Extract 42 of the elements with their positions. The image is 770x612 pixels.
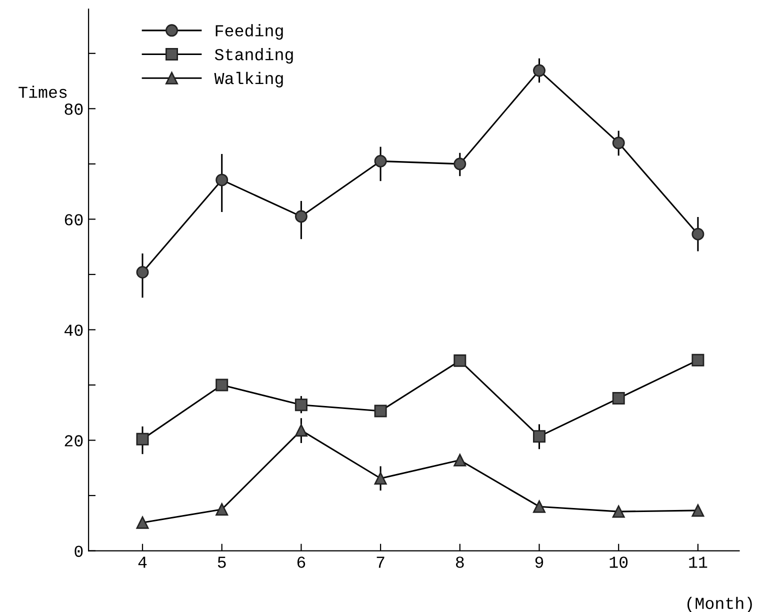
x-tick-label: 7	[376, 556, 384, 568]
point	[454, 454, 466, 466]
point	[216, 174, 228, 186]
legend-label: Feeding	[216, 24, 283, 40]
point	[692, 504, 704, 517]
point	[532, 500, 546, 513]
point	[612, 392, 625, 405]
x-tick-label: 4	[138, 556, 147, 568]
point	[374, 472, 387, 485]
y-tick-label: 60	[64, 214, 83, 226]
legend-label: Standing	[214, 48, 293, 64]
point	[612, 505, 625, 518]
point	[532, 430, 546, 443]
point	[136, 516, 149, 529]
x-axis-title: (Month)	[687, 596, 752, 612]
point	[294, 424, 308, 437]
point	[692, 354, 704, 366]
x-tick-label: 10	[610, 556, 628, 568]
x-tick-label: 11	[689, 556, 708, 568]
x-tick-label: 9	[535, 556, 544, 568]
y-tick-label: 40	[64, 324, 83, 336]
point	[454, 354, 466, 367]
point	[294, 398, 308, 412]
x-tick-label: 6	[297, 556, 306, 568]
point	[216, 503, 228, 516]
point	[692, 228, 704, 240]
x-tick-label: 8	[456, 556, 464, 568]
point	[136, 266, 149, 279]
point	[294, 210, 308, 223]
x-tick-label: 5	[218, 556, 226, 568]
point	[532, 64, 546, 77]
point	[612, 136, 625, 150]
point	[374, 154, 387, 168]
point	[136, 432, 149, 446]
legend-label: Walking	[214, 72, 283, 88]
y-tick-label: 80	[64, 104, 83, 115]
point	[374, 404, 387, 418]
y-axis-title: Times	[18, 86, 67, 98]
y-tick-label: 0	[74, 546, 83, 558]
y-tick-label: 20	[64, 435, 83, 446]
point	[454, 158, 466, 170]
point	[216, 378, 228, 392]
